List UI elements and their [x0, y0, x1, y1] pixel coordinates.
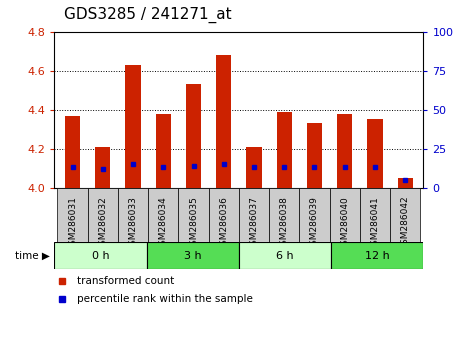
- Bar: [398, 178, 413, 188]
- Bar: [216, 55, 231, 188]
- Bar: [331, 242, 423, 269]
- Bar: [277, 112, 292, 188]
- Bar: [118, 188, 148, 242]
- Bar: [54, 242, 147, 269]
- Text: GSM286042: GSM286042: [401, 196, 410, 251]
- Bar: [178, 188, 209, 242]
- Bar: [239, 242, 331, 269]
- Bar: [337, 114, 352, 188]
- Text: 6 h: 6 h: [276, 251, 294, 261]
- Bar: [65, 115, 80, 188]
- Text: GSM286031: GSM286031: [68, 196, 77, 251]
- Text: GSM286040: GSM286040: [340, 196, 349, 251]
- Bar: [360, 188, 390, 242]
- Text: GSM286037: GSM286037: [249, 196, 258, 251]
- Text: GDS3285 / 241271_at: GDS3285 / 241271_at: [64, 7, 231, 23]
- Bar: [246, 147, 262, 188]
- Text: percentile rank within the sample: percentile rank within the sample: [77, 294, 253, 304]
- Bar: [307, 123, 322, 188]
- Text: GSM286035: GSM286035: [189, 196, 198, 251]
- Bar: [269, 188, 299, 242]
- Bar: [95, 147, 110, 188]
- Bar: [156, 114, 171, 188]
- Text: GSM286033: GSM286033: [129, 196, 138, 251]
- Text: time ▶: time ▶: [15, 251, 50, 261]
- Text: GSM286034: GSM286034: [159, 196, 168, 251]
- Text: GSM286039: GSM286039: [310, 196, 319, 251]
- Bar: [368, 120, 383, 188]
- Bar: [209, 188, 239, 242]
- Bar: [148, 188, 178, 242]
- Bar: [147, 242, 239, 269]
- Text: GSM286036: GSM286036: [219, 196, 228, 251]
- Bar: [57, 188, 88, 242]
- Text: GSM286038: GSM286038: [280, 196, 289, 251]
- Text: 0 h: 0 h: [92, 251, 109, 261]
- Bar: [125, 65, 140, 188]
- Bar: [299, 188, 330, 242]
- Text: GSM286041: GSM286041: [370, 196, 379, 251]
- Bar: [390, 188, 420, 242]
- Bar: [330, 188, 360, 242]
- Bar: [239, 188, 269, 242]
- Text: 3 h: 3 h: [184, 251, 201, 261]
- Bar: [88, 188, 118, 242]
- Bar: [186, 84, 201, 188]
- Text: GSM286032: GSM286032: [98, 196, 107, 251]
- Text: 12 h: 12 h: [365, 251, 390, 261]
- Text: transformed count: transformed count: [77, 276, 174, 286]
